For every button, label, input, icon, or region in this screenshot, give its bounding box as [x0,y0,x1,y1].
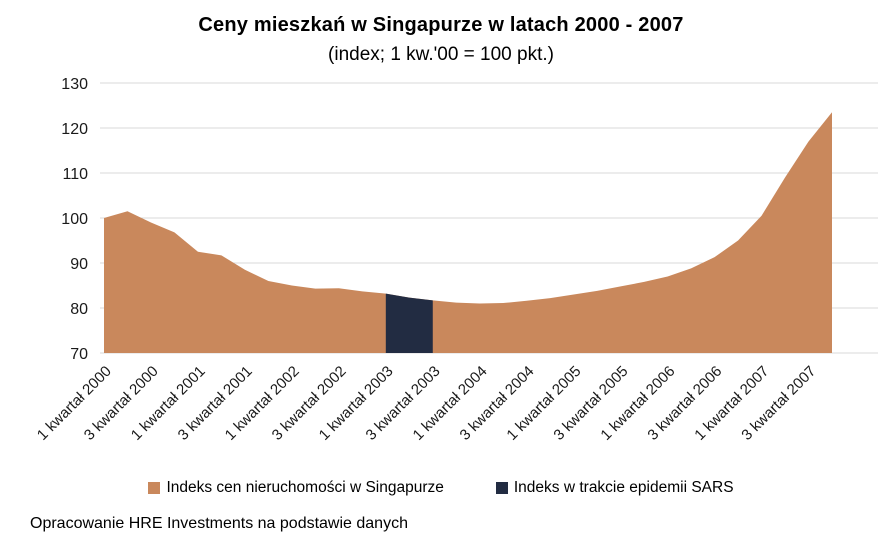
legend: Indeks cen nieruchomości w Singapurze In… [0,479,882,497]
orange-square-icon [148,482,161,494]
legend-item-price-index: Indeks cen nieruchomości w Singapurze [148,479,444,497]
chart-subtitle: (index; 1 kw.'00 = 100 pkt.) [328,44,554,65]
y-axis-label-100: 100 [61,211,88,228]
y-axis-label-120: 120 [61,121,88,138]
source-note: Opracowanie HRE Investments na podstawie… [30,515,408,532]
y-axis-label-80: 80 [70,301,88,318]
legend-label-price-index: Indeks cen nieruchomości w Singapurze [166,479,444,496]
legend-label-sars: Indeks w trakcie epidemii SARS [513,479,734,496]
legend-item-sars: Indeks w trakcie epidemii SARS [495,479,734,497]
y-axis-label-130: 130 [61,76,88,93]
y-axis-label-90: 90 [70,256,88,273]
sars-area [385,293,433,353]
chart-title: Ceny mieszkań w Singapurze w latach 2000… [198,14,684,36]
y-axis-label-70: 70 [70,346,88,363]
navy-square-icon [495,482,508,494]
price-index-area [104,112,832,353]
y-axis-label-110: 110 [62,166,88,183]
